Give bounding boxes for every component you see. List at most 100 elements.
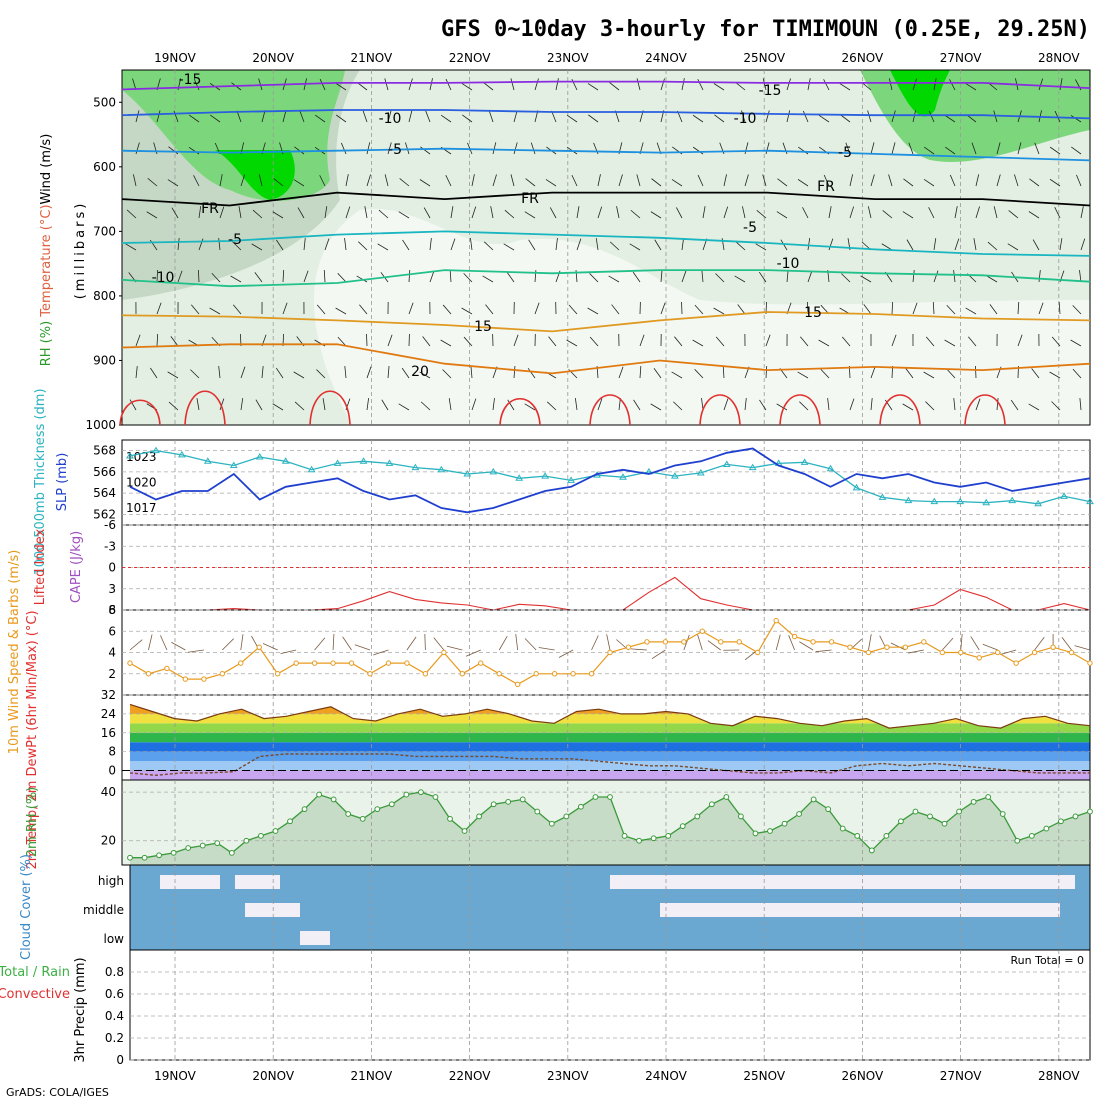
y-tick: 3 <box>108 582 116 596</box>
wind-barb <box>681 78 685 91</box>
wind-barb <box>316 369 326 379</box>
rh-marker <box>447 815 453 822</box>
wind-barb <box>891 301 894 315</box>
wind-barb <box>545 179 557 187</box>
contour-label: -10 <box>734 111 757 127</box>
instab-ylabel: Lifted Index <box>33 528 48 605</box>
wind-barb <box>492 174 497 187</box>
wind-barb <box>636 78 641 91</box>
temp-band <box>130 732 1090 743</box>
wind-barb <box>744 174 749 187</box>
wind-barb <box>827 398 830 411</box>
wind-barb <box>461 83 473 91</box>
wind-barb <box>147 178 158 187</box>
wind-barb <box>198 206 202 219</box>
chart-title: GFS 0~10day 3-hourly for TIMIMOUN (0.25E… <box>441 17 1090 42</box>
wind-barb <box>442 304 452 315</box>
wind-speed-marker <box>422 671 429 677</box>
wind-barb <box>882 210 893 219</box>
wind-barb <box>653 368 662 379</box>
wind-barb <box>692 146 704 155</box>
wind-barb <box>483 241 494 251</box>
wind-speed-marker <box>311 660 318 666</box>
cloud-level-label: high <box>98 874 124 888</box>
wind-barb <box>209 307 221 315</box>
wind-barb <box>513 142 518 155</box>
wind-barb <box>503 243 515 251</box>
wind-barb <box>373 649 389 656</box>
wind-speed-marker <box>718 639 724 645</box>
wind-speed-marker <box>459 671 466 677</box>
rh-marker <box>185 845 192 851</box>
wind-barb <box>240 366 246 379</box>
wind-barb <box>949 79 956 91</box>
wind-barb <box>651 178 662 187</box>
wind-barb <box>423 207 431 219</box>
wind-barb <box>589 273 599 283</box>
y-tick: 20 <box>101 834 116 848</box>
wind-barb <box>756 210 767 219</box>
thickness-marker <box>619 473 627 480</box>
wind-speed-marker <box>441 649 447 656</box>
wind-barb <box>1031 368 1040 379</box>
wind-speed-marker <box>330 660 336 666</box>
wind-barb <box>993 206 998 219</box>
wind-barb <box>173 110 179 123</box>
wind-barb <box>786 270 789 283</box>
wind-barb <box>258 78 263 91</box>
wind-barb <box>923 178 935 187</box>
wind-barb <box>1038 270 1041 283</box>
wind-barb <box>800 336 809 347</box>
contour-label: 15 <box>804 305 822 321</box>
warm-contour <box>499 398 541 426</box>
wind-speed-marker <box>274 671 281 677</box>
wind-barb <box>867 110 872 123</box>
wind-barb <box>954 206 958 219</box>
wind-barb <box>282 110 287 123</box>
y-tick: 8 <box>108 745 116 759</box>
rh-marker <box>621 832 628 839</box>
wind-speed-marker <box>884 644 890 650</box>
cape-ylabel: CAPE (J/kg) <box>69 531 84 603</box>
rh-marker <box>883 832 890 839</box>
wind-speed-marker <box>551 671 558 677</box>
contour-label: -15 <box>759 83 782 99</box>
wind-barb <box>797 179 809 187</box>
pressure-tick: 1000 <box>85 418 116 432</box>
rh-marker <box>258 832 264 839</box>
wind-barb <box>597 398 603 411</box>
wind-barb <box>694 304 704 315</box>
cloud-gap-high <box>160 875 220 889</box>
wind-barb <box>828 238 834 251</box>
rh-marker <box>796 811 802 817</box>
wind-barb <box>841 336 851 347</box>
cloud-gap-middle <box>660 903 1060 917</box>
thickness-marker <box>878 493 887 500</box>
wind-barb <box>1061 636 1072 651</box>
wind-barb <box>525 178 536 187</box>
wind-barb <box>366 174 371 187</box>
rh-marker <box>650 835 657 842</box>
wind-barb <box>571 174 578 187</box>
date-tick-bottom: 25NOV <box>743 1069 785 1083</box>
wind-barb <box>568 304 578 315</box>
wind-barb <box>970 636 980 651</box>
wind-barb <box>587 307 599 315</box>
wind-barb <box>630 648 647 651</box>
wind-barb <box>799 401 809 411</box>
rh-marker <box>679 823 686 830</box>
wind-barb <box>366 366 372 379</box>
wind-barb <box>303 238 306 251</box>
rh-marker <box>941 820 948 827</box>
y-tick: 6 <box>108 624 116 638</box>
date-tick-top: 26NOV <box>842 51 884 65</box>
wind-barb <box>692 339 704 347</box>
wind-barb <box>450 206 454 219</box>
wind-barb <box>949 174 956 187</box>
wind-barb <box>381 399 389 411</box>
wind-speed-marker <box>902 644 909 650</box>
temp-band <box>130 770 1090 780</box>
wind-speed-marker <box>1087 660 1093 666</box>
wind-barb <box>240 174 246 187</box>
wind-speed-marker <box>1068 649 1075 656</box>
